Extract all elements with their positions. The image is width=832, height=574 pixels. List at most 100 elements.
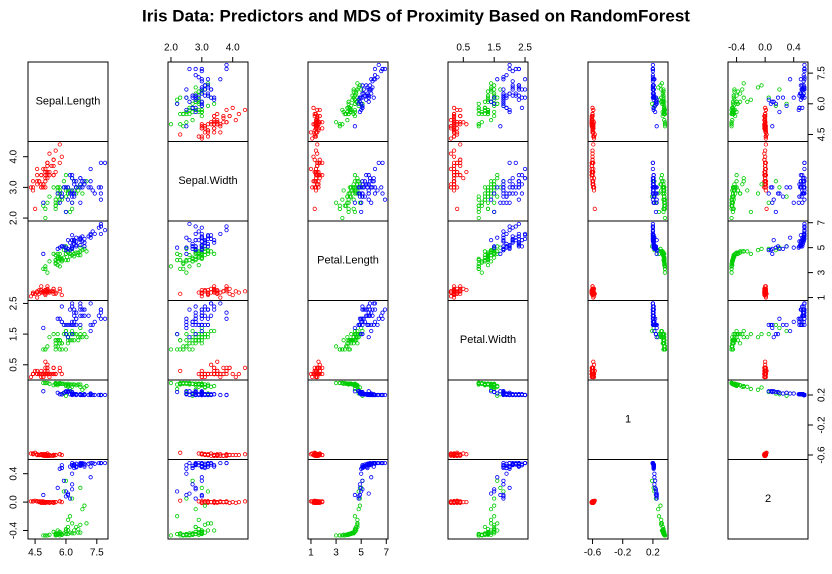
point <box>202 239 208 244</box>
point <box>212 118 217 123</box>
point <box>773 332 778 337</box>
point <box>589 116 594 121</box>
point <box>455 169 460 175</box>
point <box>653 185 658 190</box>
point <box>591 142 596 147</box>
point <box>65 381 71 386</box>
point <box>70 245 75 250</box>
point <box>738 341 743 346</box>
point <box>65 517 71 522</box>
point <box>448 124 454 129</box>
point <box>768 185 773 190</box>
point <box>357 503 363 508</box>
point <box>184 87 189 92</box>
point <box>740 332 745 337</box>
point <box>181 260 186 265</box>
point <box>205 528 211 533</box>
point <box>763 452 768 458</box>
point <box>516 185 521 190</box>
point <box>488 99 494 104</box>
point <box>651 173 656 178</box>
point <box>187 264 192 269</box>
point <box>346 99 351 104</box>
point <box>357 200 363 205</box>
point <box>88 391 93 396</box>
point <box>659 517 664 522</box>
point <box>86 313 91 318</box>
point <box>510 463 515 468</box>
point <box>516 87 521 92</box>
point <box>662 191 667 196</box>
point <box>187 307 192 312</box>
point <box>731 111 736 117</box>
point <box>190 392 195 397</box>
point <box>218 130 223 135</box>
point <box>53 341 58 346</box>
point <box>82 246 87 251</box>
point <box>78 530 83 535</box>
point <box>311 179 316 184</box>
point <box>768 248 773 253</box>
point <box>51 289 56 294</box>
point <box>788 77 793 82</box>
point <box>236 371 241 377</box>
point <box>798 173 803 178</box>
point <box>74 185 79 190</box>
point <box>653 478 658 483</box>
point <box>199 225 204 230</box>
point <box>43 185 48 190</box>
point <box>361 307 366 312</box>
point <box>63 383 69 389</box>
point <box>764 206 769 211</box>
point <box>501 238 506 243</box>
point <box>482 197 488 202</box>
point <box>650 328 655 334</box>
point <box>775 332 781 337</box>
point <box>57 316 62 321</box>
point <box>651 91 656 96</box>
point <box>53 452 58 458</box>
point <box>661 101 666 106</box>
point <box>45 287 50 293</box>
point <box>88 301 93 306</box>
point <box>464 169 469 175</box>
point <box>59 258 64 263</box>
point <box>662 261 668 266</box>
point <box>800 313 805 318</box>
point <box>224 286 229 291</box>
y-tick-label: 4.0 <box>9 149 20 163</box>
point <box>59 499 64 505</box>
point <box>45 200 50 205</box>
point <box>78 185 83 190</box>
point <box>80 307 85 312</box>
point <box>451 499 457 505</box>
point <box>360 185 365 190</box>
point <box>59 347 64 352</box>
point <box>39 287 44 293</box>
point <box>208 313 214 318</box>
point <box>492 87 497 92</box>
point <box>495 528 500 533</box>
point <box>763 136 768 141</box>
point <box>184 107 189 113</box>
point <box>451 289 457 294</box>
point <box>367 87 373 92</box>
point <box>488 389 494 394</box>
point <box>39 452 44 457</box>
point <box>355 383 360 388</box>
point <box>76 250 81 255</box>
point <box>759 246 764 251</box>
point <box>35 166 40 172</box>
point <box>741 81 746 86</box>
point <box>768 101 773 106</box>
point <box>70 382 75 387</box>
point <box>734 335 739 340</box>
point <box>72 182 77 187</box>
point <box>590 111 595 117</box>
point <box>184 380 189 386</box>
point <box>763 130 768 135</box>
point <box>41 289 46 294</box>
point <box>455 132 460 137</box>
point <box>591 169 596 175</box>
point <box>202 313 208 318</box>
